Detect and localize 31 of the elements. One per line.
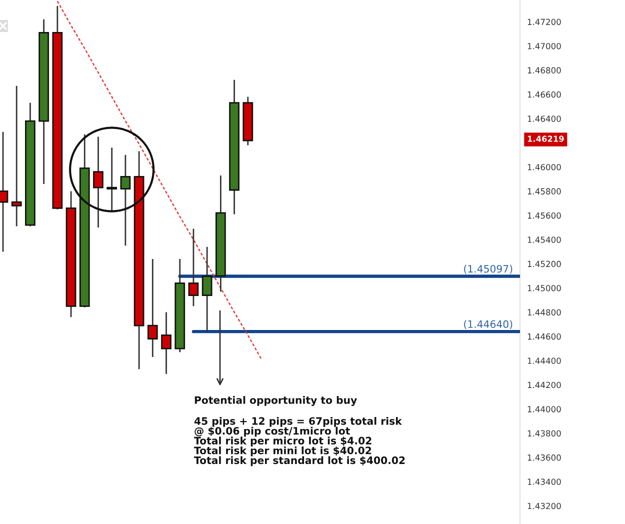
y-tick-label: 1.46000	[528, 164, 561, 170]
y-tick-label: 1.45800	[528, 188, 561, 194]
candlestick	[202, 246, 212, 332]
y-tick-label: 1.44200	[528, 382, 561, 388]
y-tick-label: 1.45400	[528, 236, 561, 243]
y-tick-label: 1.44400	[528, 358, 561, 364]
y-tick-label: 1.45000	[528, 285, 561, 292]
y-tick-label: 1.43200	[528, 502, 561, 510]
y-tick-label: 1.43800	[528, 430, 561, 437]
series-label: (1.45097)	[464, 264, 512, 274]
annotation: 45 pips + 12 pips = 67pips total risk @ $0.06 pip cost/1micro lot Total risk per micro lot is $4.02 Total risk per mini lot is $40.02 Total risk per standard lot is $400.02	[194, 417, 405, 466]
line-series	[56, 0, 262, 360]
candlestick	[147, 258, 158, 358]
y-tick-label: 1.46400	[528, 116, 561, 122]
annotation: Potential opportunity to buy	[194, 396, 357, 406]
candlestick	[161, 312, 172, 375]
y-tick-label: 1.43600	[528, 454, 561, 461]
y-tick-label: 1.44800	[528, 309, 561, 316]
y-tick-label: 1.45200	[528, 260, 561, 268]
y-tick-label: 1.46800	[528, 67, 561, 74]
y-tick-label: 1.46600	[528, 91, 561, 98]
candlestick	[11, 85, 22, 227]
y-tick-label: 1.47000	[528, 42, 561, 50]
y-tick-label: 1.44000	[528, 406, 561, 412]
y-tick-label: 1.45600	[528, 212, 561, 219]
series-label: (1.44640)	[464, 320, 512, 330]
y-tick-label: 1.47200	[528, 18, 561, 26]
y-tick-label: 1.44600	[528, 333, 561, 340]
text: 1.46219	[528, 136, 564, 142]
candlestick	[188, 228, 199, 307]
y-tick-label: 1.43400	[528, 478, 561, 485]
